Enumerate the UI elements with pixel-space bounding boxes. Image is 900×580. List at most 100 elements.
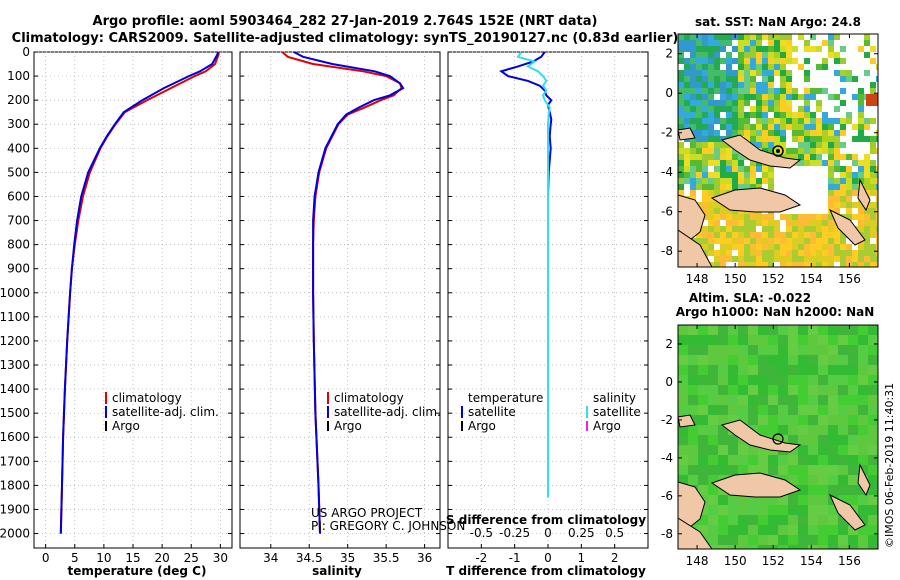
sla-cell xyxy=(828,515,838,525)
sst-cell xyxy=(720,88,726,94)
sla-cell xyxy=(698,435,708,445)
sst-cell xyxy=(810,148,816,154)
sst-cell xyxy=(738,118,744,124)
sla-cell xyxy=(778,355,788,365)
sla-cell xyxy=(678,385,688,395)
sst-cell xyxy=(774,46,780,52)
sla-cell xyxy=(868,415,878,425)
sst-cell xyxy=(822,130,828,136)
sst-cell xyxy=(720,58,726,64)
sla-cell xyxy=(698,385,708,395)
sla-cell xyxy=(838,535,848,545)
sst-cell xyxy=(840,196,846,202)
sst-cell xyxy=(780,82,786,88)
sla-cell xyxy=(868,515,878,525)
sst-cell xyxy=(756,94,762,100)
sla-cell xyxy=(828,505,838,515)
sst-cell xyxy=(780,40,786,46)
sla-cell xyxy=(688,435,698,445)
sla-cell xyxy=(808,365,818,375)
sla-cell xyxy=(778,535,788,545)
sst-cell xyxy=(834,106,840,112)
sst-cell xyxy=(756,100,762,106)
sst-cell xyxy=(864,220,870,226)
sst-cell xyxy=(762,148,768,154)
sla-cell xyxy=(788,545,798,549)
sst-cell xyxy=(810,220,816,226)
sst-cell xyxy=(858,220,864,226)
map-x-tick-label: 150 xyxy=(724,554,747,568)
sst-cell xyxy=(684,76,690,82)
sla-cell xyxy=(848,335,858,345)
sst-cell xyxy=(708,82,714,88)
sla-cell xyxy=(818,355,828,365)
sst-cell xyxy=(678,112,684,118)
sla-cell xyxy=(858,335,868,345)
sst-cell xyxy=(720,226,726,232)
sst-cell xyxy=(690,46,696,52)
sst-cell xyxy=(786,76,792,82)
sst-cell xyxy=(702,154,708,160)
sla-cell xyxy=(838,395,848,405)
sla-cell xyxy=(858,525,868,535)
salinity-panel: 34 34.5 35 35.5 36 xyxy=(239,51,441,565)
sst-cell xyxy=(744,256,750,262)
sst-cell xyxy=(822,256,828,262)
sst-cell xyxy=(828,184,834,190)
sst-cell xyxy=(678,88,684,94)
sst-cell xyxy=(702,94,708,100)
sla-cell xyxy=(798,485,808,495)
sst-cell xyxy=(678,142,684,148)
sla-cell xyxy=(818,405,828,415)
sst-cell xyxy=(762,250,768,256)
x-tick-top-label: -0.5 xyxy=(470,526,493,540)
sla-cell xyxy=(708,355,718,365)
sst-cell xyxy=(786,94,792,100)
sla-cell xyxy=(848,385,858,395)
sla-cell xyxy=(728,435,738,445)
sst-cell xyxy=(732,70,738,76)
sst-cell xyxy=(750,214,756,220)
sst-cell xyxy=(876,208,878,214)
sst-cell xyxy=(858,208,864,214)
sst-cell xyxy=(864,70,870,76)
sst-cell xyxy=(762,238,768,244)
sla-cell xyxy=(828,455,838,465)
sst-cell xyxy=(834,142,840,148)
sst-cell xyxy=(846,196,852,202)
sst-cell xyxy=(816,106,822,112)
sla-cell xyxy=(698,515,708,525)
sst-cell xyxy=(738,178,744,184)
sla-cell xyxy=(768,515,778,525)
sst-cell xyxy=(744,58,750,64)
sst-cell xyxy=(858,100,864,106)
sla-cell xyxy=(708,495,718,505)
sst-cell xyxy=(840,70,846,76)
sst-cell xyxy=(744,94,750,100)
sst-cell xyxy=(678,58,684,64)
sst-cell xyxy=(828,34,834,40)
x-tick-label: 2 xyxy=(611,551,619,565)
sst-cell xyxy=(840,118,846,124)
sst-cell xyxy=(816,238,822,244)
sst-cell xyxy=(840,58,846,64)
sst-cell xyxy=(702,70,708,76)
sla-cell xyxy=(778,545,788,549)
sla-cell xyxy=(868,535,878,545)
sst-cell xyxy=(744,220,750,226)
sla-cell xyxy=(798,385,808,395)
sst-cell xyxy=(780,58,786,64)
sst-cell xyxy=(738,82,744,88)
sla-cell xyxy=(818,525,828,535)
sla-cell xyxy=(778,345,788,355)
sst-cell xyxy=(864,226,870,232)
sst-cell xyxy=(702,52,708,58)
sst-cell xyxy=(720,70,726,76)
sla-cell xyxy=(808,545,818,549)
sst-cell xyxy=(708,220,714,226)
series-line-satellite-adj-clim- xyxy=(293,51,405,534)
sst-cell xyxy=(786,40,792,46)
x-tick-label: 20 xyxy=(154,551,169,565)
sst-cell xyxy=(744,76,750,82)
sst-cell xyxy=(876,178,878,184)
